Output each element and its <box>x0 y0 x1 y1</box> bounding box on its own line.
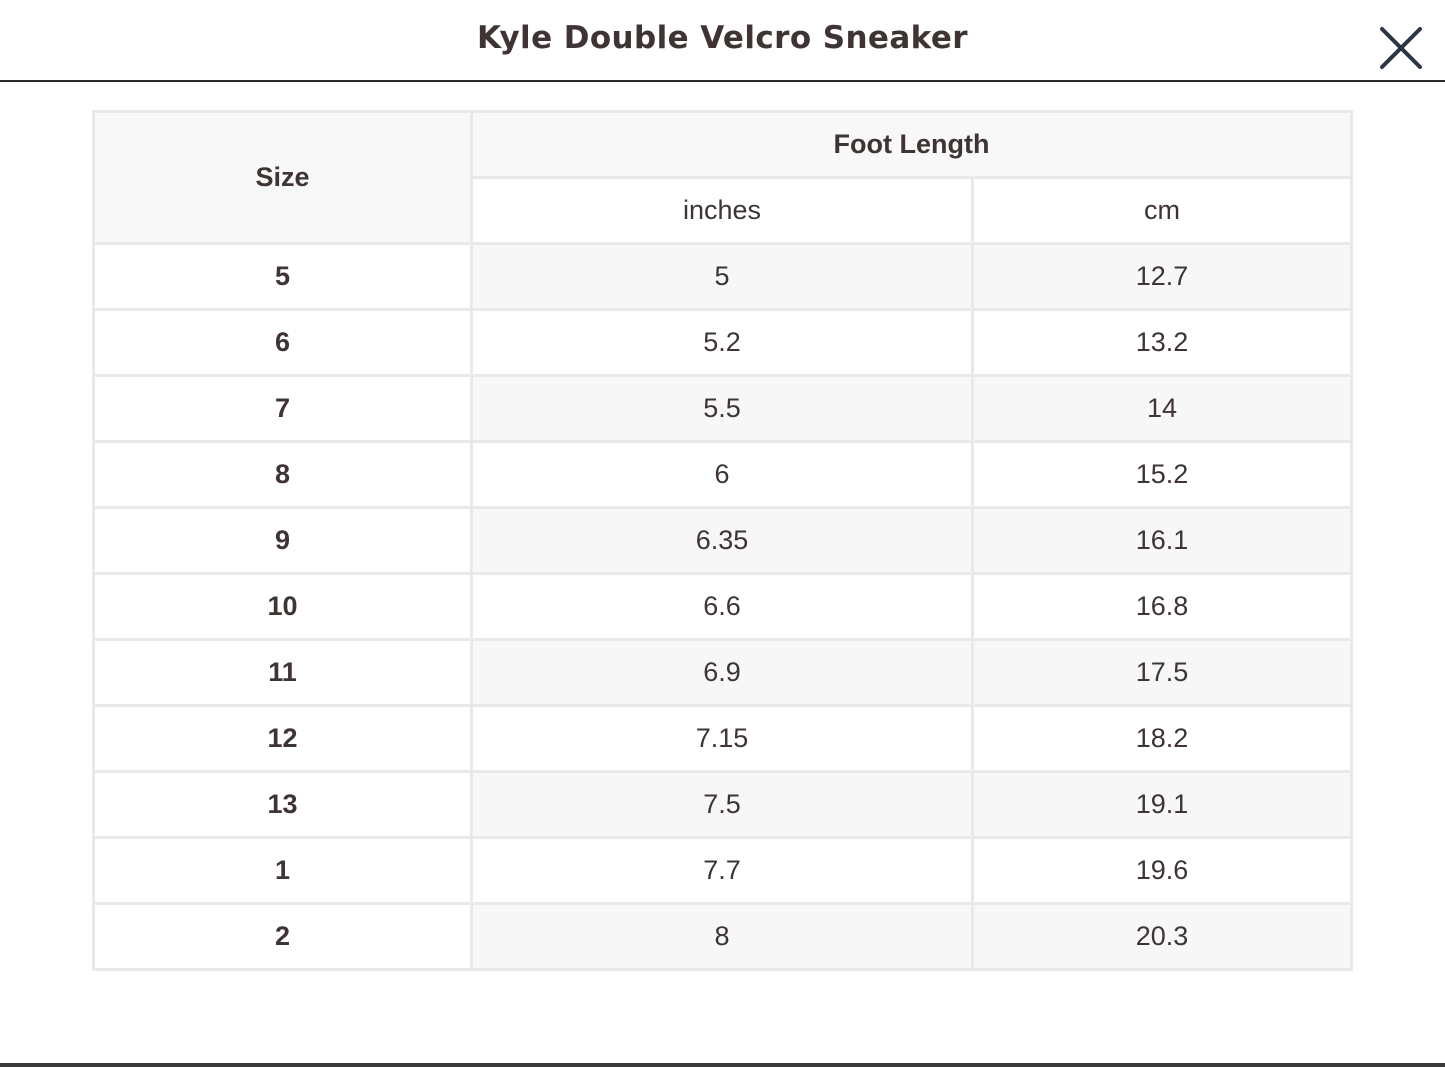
cm-cell: 15.2 <box>970 440 1354 509</box>
cm-cell: 18.2 <box>970 704 1354 773</box>
foot-length-header: Foot Length <box>469 110 1354 179</box>
modal-title: Kyle Double Velcro Sneaker <box>477 20 968 56</box>
close-button[interactable] <box>1378 25 1424 71</box>
size-cell: 7 <box>92 374 473 443</box>
inches-cell: 7.7 <box>470 836 974 905</box>
cm-cell: 12.7 <box>970 242 1354 311</box>
close-icon <box>1380 27 1422 69</box>
inches-cell: 8 <box>470 902 974 971</box>
size-cell: 6 <box>92 308 473 377</box>
cm-column-header: cm <box>970 176 1354 245</box>
cm-cell: 14 <box>970 374 1354 443</box>
inches-cell: 5 <box>470 242 974 311</box>
size-cell: 11 <box>92 638 473 707</box>
table-row: 9 6.35 16.1 <box>92 506 1354 575</box>
size-chart-table: Size Foot Length inches cm 5 5 12.7 6 5.2 13.… <box>92 110 1354 971</box>
table-body: 5 5 12.7 6 5.2 13.2 7 5.5 14 8 6 15.2 9 6.35 16.1 10 6.6… <box>92 242 1354 971</box>
cm-cell: 20.3 <box>970 902 1354 971</box>
table-row: 5 5 12.7 <box>92 242 1354 311</box>
bottom-divider <box>0 1063 1445 1067</box>
table-row: 6 5.2 13.2 <box>92 308 1354 377</box>
inches-cell: 6.35 <box>470 506 974 575</box>
inches-cell: 7.15 <box>470 704 974 773</box>
size-cell: 9 <box>92 506 473 575</box>
inches-column-header: inches <box>470 176 974 245</box>
table-row: 2 8 20.3 <box>92 902 1354 971</box>
size-cell: 13 <box>92 770 473 839</box>
size-cell: 5 <box>92 242 473 311</box>
inches-cell: 5.2 <box>470 308 974 377</box>
inches-cell: 6.6 <box>470 572 974 641</box>
table-row: 11 6.9 17.5 <box>92 638 1354 707</box>
modal-header: Kyle Double Velcro Sneaker <box>0 0 1445 82</box>
table-row: 1 7.7 19.6 <box>92 836 1354 905</box>
cm-cell: 17.5 <box>970 638 1354 707</box>
cm-cell: 13.2 <box>970 308 1354 377</box>
cm-cell: 16.8 <box>970 572 1354 641</box>
size-cell: 10 <box>92 572 473 641</box>
cm-cell: 19.6 <box>970 836 1354 905</box>
cm-cell: 16.1 <box>970 506 1354 575</box>
inches-cell: 5.5 <box>470 374 974 443</box>
inches-cell: 6.9 <box>470 638 974 707</box>
cm-cell: 19.1 <box>970 770 1354 839</box>
table-row: 7 5.5 14 <box>92 374 1354 443</box>
table-row: 8 6 15.2 <box>92 440 1354 509</box>
table-row: 12 7.15 18.2 <box>92 704 1354 773</box>
size-cell: 12 <box>92 704 473 773</box>
size-cell: 1 <box>92 836 473 905</box>
inches-cell: 6 <box>470 440 974 509</box>
size-cell: 2 <box>92 902 473 971</box>
table-row: 13 7.5 19.1 <box>92 770 1354 839</box>
size-column-header: Size <box>92 110 473 245</box>
table-row: 10 6.6 16.8 <box>92 572 1354 641</box>
table-header: Size Foot Length inches cm <box>92 110 1354 245</box>
inches-cell: 7.5 <box>470 770 974 839</box>
size-cell: 8 <box>92 440 473 509</box>
